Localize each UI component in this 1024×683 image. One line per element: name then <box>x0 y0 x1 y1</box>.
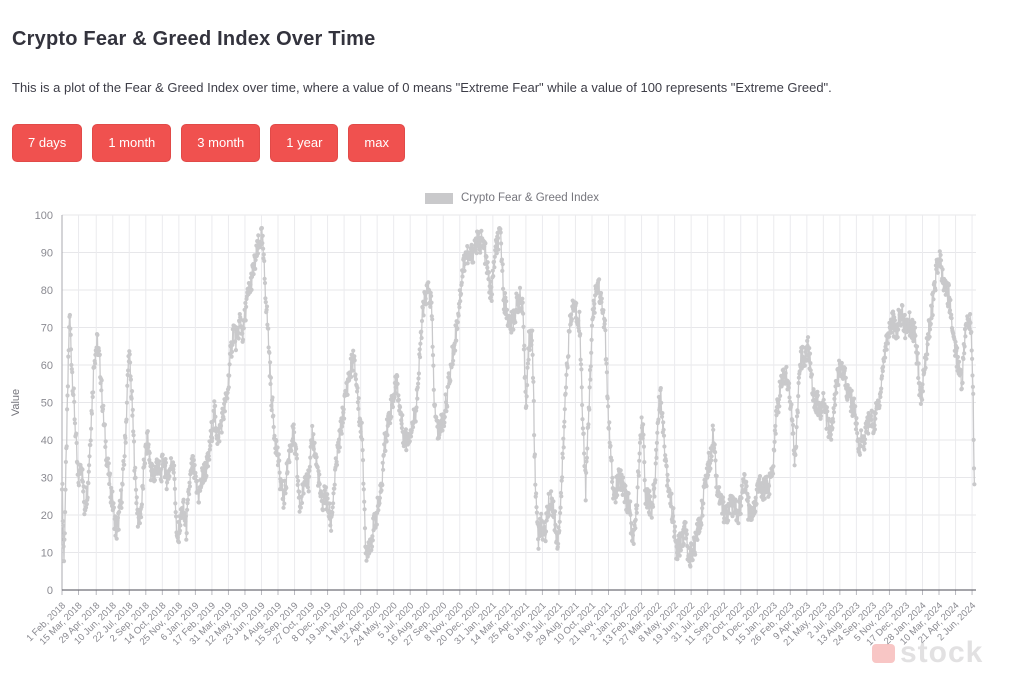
y-tick-label: 70 <box>41 323 53 335</box>
range-button-7-days[interactable]: 7 days <box>12 124 83 162</box>
y-tick-label: 90 <box>41 248 53 260</box>
y-axis-title: Value <box>10 389 22 416</box>
range-button-max[interactable]: max <box>348 124 405 162</box>
range-button-3-month[interactable]: 3 month <box>181 124 261 162</box>
y-tick-label: 20 <box>41 510 53 522</box>
range-button-1-month[interactable]: 1 month <box>92 124 172 162</box>
y-tick-label: 50 <box>41 398 53 410</box>
range-button-row: 7 days 1 month 3 month 1 year max <box>12 124 405 162</box>
y-tick-label: 60 <box>41 360 53 372</box>
y-tick-label: 10 <box>41 548 53 560</box>
gridlines <box>61 214 976 591</box>
series-line <box>61 226 976 567</box>
legend-swatch-icon <box>424 192 453 204</box>
axes <box>61 215 976 595</box>
y-tick-label: 0 <box>47 585 53 597</box>
y-tick-label: 80 <box>41 285 53 297</box>
page-title: Crypto Fear & Greed Index Over Time <box>12 28 376 50</box>
page-subtitle: This is a plot of the Fear & Greed Index… <box>12 80 832 95</box>
range-button-1-year[interactable]: 1 year <box>270 124 339 162</box>
chart-legend[interactable]: Crypto Fear & Greed Index <box>0 192 1024 204</box>
y-tick-label: 40 <box>41 435 53 447</box>
y-tick-label: 100 <box>35 210 53 222</box>
series-crypto-fear-greed-index <box>59 226 977 569</box>
y-tick-label: 30 <box>41 473 53 485</box>
legend-label: Crypto Fear & Greed Index <box>460 192 600 204</box>
